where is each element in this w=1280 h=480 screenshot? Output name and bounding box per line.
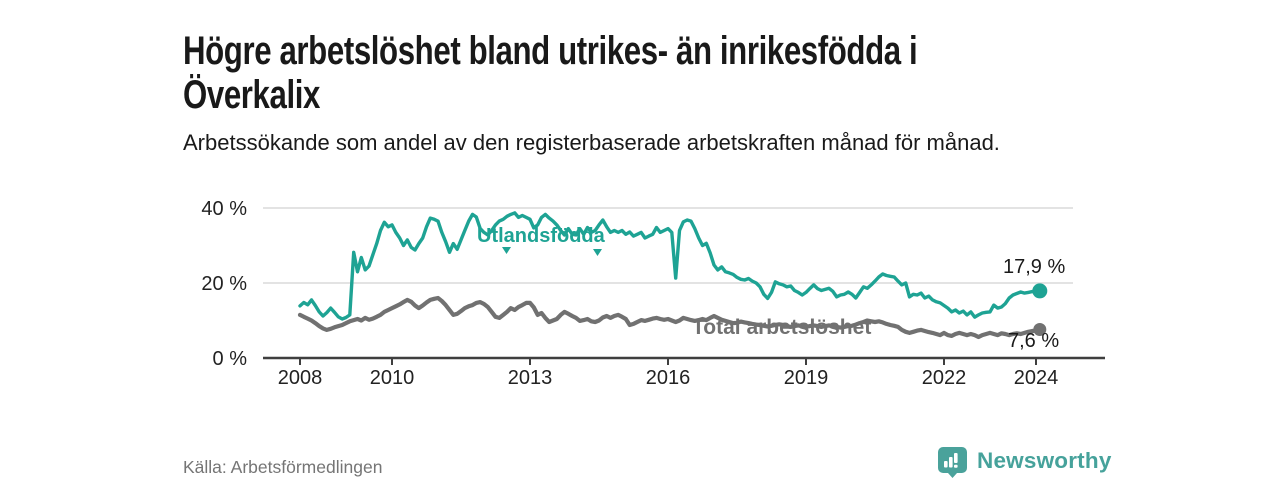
newsworthy-bar-chart-pin-icon (938, 446, 967, 478)
source-label: Källa: Arbetsförmedlingen (183, 457, 383, 477)
newsworthy-logo-text: Newsworthy (977, 448, 1112, 473)
end-dot-foreign-born (1032, 283, 1048, 299)
series-label-foreign-born: Utlandsfödda (477, 225, 605, 247)
y-tick-label: 0 % (213, 348, 248, 370)
y-tick-label: 40 % (201, 198, 247, 220)
end-dot-total (1033, 323, 1047, 336)
label-pointer-icon (502, 247, 511, 254)
newsworthy-logo: Newsworthy (936, 444, 1112, 478)
end-value-label-total: 7,6 % (1008, 330, 1060, 352)
x-tick-label: 2016 (646, 367, 691, 389)
x-tick-label: 2010 (370, 367, 415, 389)
label-pointer-icon (593, 249, 602, 256)
x-tick-label: 2024 (1014, 367, 1059, 389)
end-value-label-foreign-born: 17,9 % (1003, 256, 1066, 278)
page-subtitle: Arbetssökande som andel av den registerb… (183, 130, 1000, 155)
x-tick-label: 2019 (784, 367, 829, 389)
series-label-total: Total arbetslöshet (692, 316, 872, 339)
page-title: Högre arbetslöshet bland utrikes- än inr… (183, 28, 918, 117)
series-line-foreign-born (298, 211, 1042, 321)
x-tick-label: 2013 (508, 367, 553, 389)
series-line-total (297, 295, 1042, 340)
y-tick-label: 20 % (201, 273, 247, 295)
x-tick-label: 2008 (278, 367, 323, 389)
x-tick-label: 2022 (922, 367, 967, 389)
